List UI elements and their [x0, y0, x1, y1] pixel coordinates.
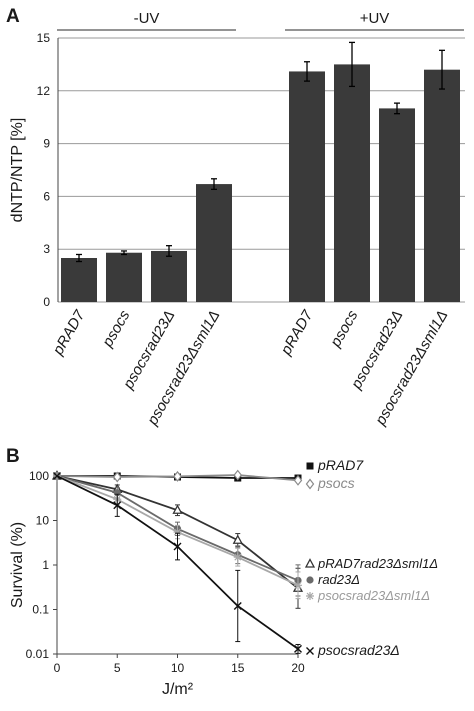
legend-entry: pRAD7rad23Δsml1Δ — [304, 556, 438, 571]
marker-star — [294, 581, 302, 590]
marker-x — [113, 501, 122, 510]
legend-entry: psocsrad23Δsml1Δ — [306, 588, 430, 603]
x-category-label: pRAD7 — [49, 307, 89, 359]
legend-entry: rad23Δ — [306, 572, 360, 587]
marker-x — [233, 601, 242, 610]
legend-entry: pRAD7 — [306, 457, 364, 473]
marker-x — [306, 647, 314, 655]
x-tick-label: 0 — [54, 661, 61, 675]
x-axis-title: J/m² — [162, 681, 194, 698]
y-tick-label: 12 — [37, 84, 51, 98]
legend-label: psocsrad23Δsml1Δ — [317, 588, 430, 603]
bar — [424, 69, 460, 303]
bar — [379, 108, 415, 303]
bar — [151, 250, 187, 302]
x-category-label: psocs — [99, 307, 134, 351]
bar — [334, 64, 370, 303]
panel-b-letter: B — [6, 446, 20, 467]
marker-diamond — [305, 478, 315, 490]
x-tick-label: 10 — [171, 661, 185, 675]
marker-x — [53, 472, 61, 480]
group-label: -UV — [134, 10, 160, 27]
legend-label: pRAD7rad23Δsml1Δ — [317, 556, 438, 571]
bar — [61, 258, 97, 302]
panel-a-letter: A — [6, 6, 20, 27]
bar — [106, 252, 142, 302]
y-axis-title: Survival (%) — [9, 522, 26, 608]
marker-diamond — [112, 471, 122, 483]
legend-entry: psocsrad23Δ — [306, 642, 400, 658]
y-tick-label: 15 — [37, 31, 51, 45]
y-tick-label: 0.1 — [32, 603, 49, 617]
x-category-label: pRAD7 — [277, 307, 317, 359]
panel-b-survival-chart: 0.01 0.1 1 10 100 0 5 10 15 20 Survival (%) J/m² pRA… — [9, 457, 438, 698]
x-tick-label: 5 — [114, 661, 121, 675]
legend-label: rad23Δ — [318, 572, 360, 587]
series-line — [56, 475, 299, 650]
marker-diamond — [233, 469, 243, 481]
marker-triangle — [172, 504, 183, 514]
y-tick-label: 1 — [42, 558, 49, 572]
legend-label: psocsrad23Δ — [317, 642, 400, 658]
marker-triangle — [304, 558, 316, 568]
marker-square — [306, 462, 314, 470]
y-tick-label: 0 — [43, 295, 50, 309]
marker-diamond — [293, 474, 303, 486]
marker-circle — [306, 576, 314, 584]
marker-star — [173, 528, 182, 537]
x-category-label: psocs — [327, 307, 362, 351]
x-tick-label: 15 — [231, 661, 245, 675]
y-tick-label: 0.01 — [26, 647, 50, 661]
y-tick-label: 3 — [43, 242, 50, 256]
marker-triangle — [232, 534, 243, 544]
bar — [289, 71, 325, 302]
legend-entry: psocs — [305, 475, 355, 491]
legend-label: pRAD7 — [317, 457, 364, 473]
marker-x — [173, 542, 182, 551]
marker-star — [233, 553, 242, 562]
y-tick-label: 100 — [29, 469, 49, 483]
y-axis-title: dNTP/NTP [%] — [9, 118, 26, 223]
legend-label: psocs — [317, 475, 355, 491]
y-tick-label: 9 — [43, 137, 50, 151]
y-tick-label: 10 — [36, 514, 50, 528]
marker-diamond — [173, 470, 182, 482]
group-label: +UV — [360, 10, 390, 27]
series-psocsrad23 — [53, 472, 302, 654]
bar — [196, 184, 232, 302]
marker-star — [306, 592, 314, 600]
marker-x — [294, 644, 302, 653]
y-tick-label: 6 — [43, 189, 50, 203]
x-tick-label: 20 — [291, 661, 305, 675]
